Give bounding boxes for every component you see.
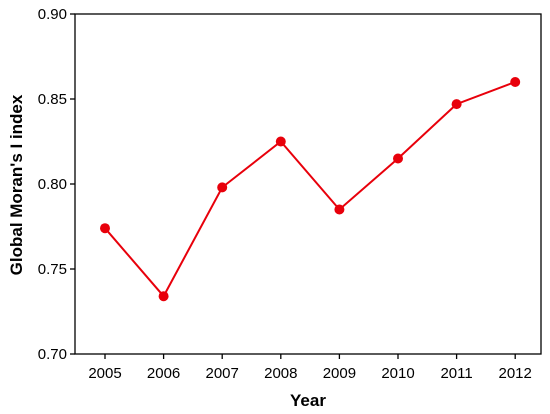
y-axis: 0.70 0.75 0.80 0.85 0.90 [38,6,75,363]
y-tick-label: 0.80 [38,176,67,193]
y-tick-label: 0.75 [38,261,67,278]
series-layer [100,77,521,302]
data-point [451,99,462,110]
y-axis-title: Global Moran's I index [7,94,26,275]
x-tick-label: 2009 [323,365,356,382]
x-tick-label: 2008 [264,365,297,382]
x-tick-label: 2012 [499,365,532,382]
y-tick-label: 0.90 [38,6,67,23]
data-point [100,223,110,234]
x-axis-title: Year [290,391,326,410]
data-point [334,204,345,215]
x-axis: 2005 2006 2007 2008 2009 2010 2011 2012 [88,354,532,382]
x-tick-label: 2006 [147,365,180,382]
plot-border [74,13,542,355]
x-tick-label: 2007 [206,365,239,382]
data-point [510,77,521,87]
x-tick-label: 2005 [88,365,121,382]
data-point [393,153,403,164]
data-point [158,291,169,302]
plot-frame [74,13,542,355]
y-tick-label: 0.70 [38,346,67,363]
x-tick-label: 2011 [440,365,472,382]
data-point [217,182,228,193]
data-point [275,136,286,147]
y-tick-label: 0.85 [38,91,67,108]
series-line [104,81,516,298]
x-tick-label: 2010 [381,365,414,382]
